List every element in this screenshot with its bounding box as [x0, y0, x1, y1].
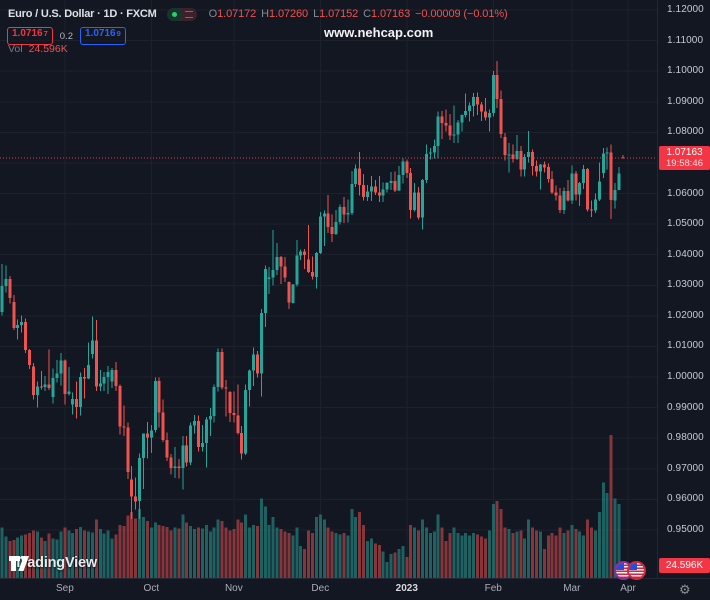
high-label: H	[261, 8, 270, 20]
buy-ask-button[interactable]: 1.0716 9	[79, 27, 126, 45]
time-axis-label: Apr	[620, 583, 636, 594]
price-tick-label: 1.02000	[667, 309, 704, 321]
close-value: 1.07163	[371, 8, 411, 20]
price-tick-label: 1.05000	[667, 218, 704, 230]
close-label: C	[363, 8, 372, 20]
bid-price-sup: 7	[43, 29, 48, 38]
low-label: L	[313, 8, 320, 20]
open-value: 1.07172	[217, 8, 257, 20]
sell-bid-button[interactable]: 1.0716 7	[7, 27, 53, 45]
volume-legend: Vol 24.596K	[8, 43, 68, 55]
open-label: O	[208, 8, 218, 20]
price-tick-label: 1.09000	[667, 95, 704, 107]
ohlc-readout: O1.07172 H1.07260 L1.07152 C1.07163 −0.00009…	[209, 8, 508, 20]
price-tick-label: 1.06000	[667, 187, 704, 199]
low-value: 1.07152	[319, 8, 359, 20]
market-status-pill[interactable]	[166, 7, 197, 21]
time-axis-label: Sep	[55, 583, 74, 594]
bid-price: 1.0716	[12, 28, 43, 39]
bar-countdown-timer: 19:58:46	[666, 157, 703, 169]
chart-legend: Euro / U.S. Dollar · 1D · FXCM O1.07172 H…	[8, 6, 508, 22]
settings-gear-icon[interactable]: ⚙	[679, 582, 691, 597]
time-axis-label: Oct	[143, 583, 160, 594]
symbol-flags	[614, 560, 648, 581]
price-tick-label: 0.99000	[667, 401, 704, 413]
time-axis-label: Dec	[311, 583, 330, 594]
quote-panel: 1.0716 7 0.2 1.0716 9	[7, 26, 126, 46]
market-open-dot-icon	[166, 7, 182, 21]
price-tick-label: 0.95000	[667, 523, 704, 535]
time-axis-label: 2023	[395, 583, 418, 594]
watermark-text: www.nehcap.com	[324, 25, 434, 40]
price-tick-label: 1.10000	[667, 65, 704, 77]
volume-value: 24.596K	[28, 43, 68, 55]
usd-flag-icon	[627, 561, 646, 580]
price-axis[interactable]: 1.120001.110001.100001.090001.080001.070…	[657, 0, 710, 578]
price-tick-label: 1.11000	[667, 34, 704, 46]
price-tick-label: 1.12000	[667, 4, 704, 15]
change-value: −0.00009 (−0.01%)	[415, 8, 508, 20]
time-axis-label: Feb	[484, 583, 502, 594]
price-tick-label: 0.98000	[667, 432, 704, 444]
price-tick-label: 1.03000	[667, 279, 704, 291]
last-price-tag: 1.07163 19:58:46	[659, 145, 710, 170]
symbol-title[interactable]: Euro / U.S. Dollar · 1D · FXCM	[8, 8, 157, 20]
price-tick-label: 1.01000	[667, 340, 704, 352]
price-tick-label: 1.08000	[667, 126, 704, 138]
price-tick-label: 1.00000	[667, 371, 704, 383]
ask-price: 1.0716	[84, 28, 116, 39]
tradingview-logo-text: TradingView	[14, 555, 97, 571]
price-tick-label: 1.04000	[667, 248, 704, 260]
volume-axis-tag: 24.596K	[659, 558, 710, 573]
last-price-value: 1.07163	[666, 146, 703, 158]
time-axis-label: Nov	[224, 583, 243, 594]
news-lines-icon	[181, 7, 197, 21]
high-value: 1.07260	[269, 8, 309, 20]
volume-label[interactable]: Vol	[8, 43, 23, 55]
tradingview-logo[interactable]: TradingView	[8, 555, 97, 571]
time-axis[interactable]: Sep Oct Nov Dec 2023 Feb Mar Apr ⚙	[0, 578, 710, 600]
price-tick-label: 0.97000	[667, 462, 704, 474]
spread-value: 0.2	[59, 30, 73, 42]
tradingview-mark-icon	[9, 556, 29, 571]
price-chart-canvas[interactable]	[0, 0, 657, 578]
ask-price-sup: 9	[116, 29, 121, 38]
price-tick-label: 0.96000	[667, 493, 704, 505]
time-axis-label: Mar	[563, 583, 581, 594]
